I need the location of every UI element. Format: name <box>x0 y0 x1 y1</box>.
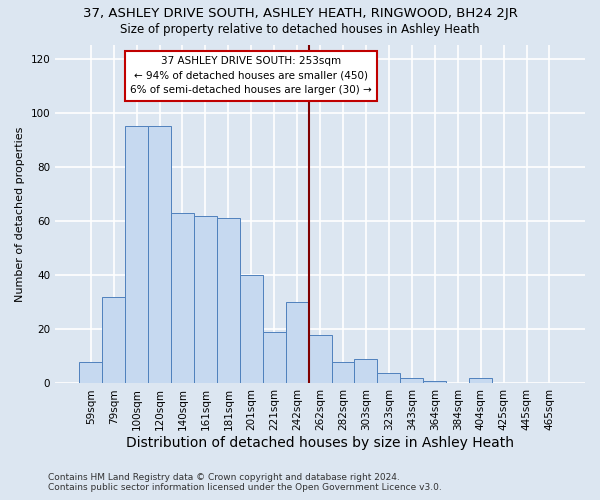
Bar <box>308 334 332 384</box>
Bar <box>332 362 355 384</box>
Text: 37, ASHLEY DRIVE SOUTH, ASHLEY HEATH, RINGWOOD, BH24 2JR: 37, ASHLEY DRIVE SOUTH, ASHLEY HEATH, RI… <box>83 8 517 20</box>
Bar <box>263 332 286 384</box>
Bar <box>125 126 148 384</box>
Bar <box>148 126 171 384</box>
Bar <box>423 381 446 384</box>
Bar <box>171 213 194 384</box>
X-axis label: Distribution of detached houses by size in Ashley Heath: Distribution of detached houses by size … <box>126 436 514 450</box>
Bar <box>217 218 240 384</box>
Bar <box>240 275 263 384</box>
Bar <box>400 378 423 384</box>
Bar <box>469 378 492 384</box>
Y-axis label: Number of detached properties: Number of detached properties <box>15 126 25 302</box>
Text: Size of property relative to detached houses in Ashley Heath: Size of property relative to detached ho… <box>120 22 480 36</box>
Bar <box>102 297 125 384</box>
Text: Contains HM Land Registry data © Crown copyright and database right 2024.
Contai: Contains HM Land Registry data © Crown c… <box>48 473 442 492</box>
Bar <box>377 372 400 384</box>
Bar <box>355 359 377 384</box>
Bar <box>79 362 102 384</box>
Text: 37 ASHLEY DRIVE SOUTH: 253sqm
← 94% of detached houses are smaller (450)
6% of s: 37 ASHLEY DRIVE SOUTH: 253sqm ← 94% of d… <box>130 56 372 96</box>
Bar <box>286 302 308 384</box>
Bar <box>194 216 217 384</box>
